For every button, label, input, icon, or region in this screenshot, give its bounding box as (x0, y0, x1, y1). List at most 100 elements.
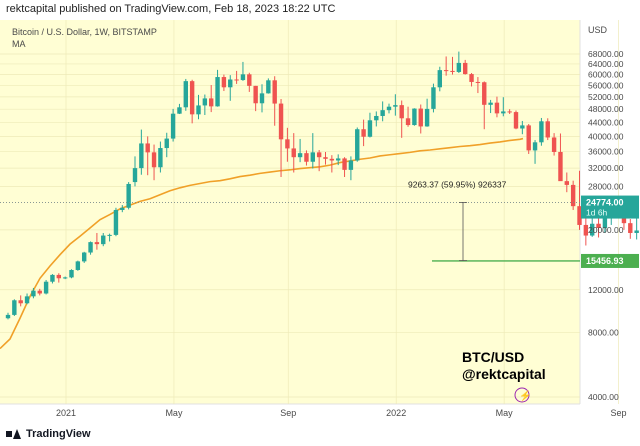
candle-body (418, 108, 423, 127)
tradingview-brand: TradingView (26, 428, 91, 440)
candle-body (107, 234, 112, 236)
candle-body (139, 143, 144, 169)
candle-body (24, 296, 30, 304)
candle-body (463, 62, 468, 75)
candle-body (209, 98, 214, 107)
y-tick-label: 68000.00 (588, 49, 624, 59)
candle-body (342, 158, 347, 170)
y-tick-label: 40000.00 (588, 131, 624, 141)
x-tick-label: May (165, 408, 183, 418)
footer (0, 425, 640, 446)
time-axis-background (0, 404, 640, 425)
candle-body (405, 118, 411, 126)
candle-body (570, 184, 576, 207)
chart-title: Bitcoin / U.S. Dollar, 1W, BITSTAMP (12, 27, 157, 37)
candle-body (31, 290, 36, 297)
candle-body (316, 152, 322, 158)
tradingview-logo[interactable]: TradingView (6, 428, 91, 440)
x-tick-label: Sep (610, 408, 626, 418)
candle-body (18, 300, 23, 304)
candle-body (228, 79, 233, 88)
y-tick-label: 64000.00 (588, 59, 624, 69)
candle-body (69, 269, 74, 278)
candle-body (240, 74, 246, 81)
y-tick-label: 20000.00 (588, 225, 624, 235)
candle-body (469, 74, 474, 82)
candle-body (202, 98, 208, 106)
candle-body (564, 181, 569, 185)
candle-body (132, 168, 138, 183)
candle-body (494, 102, 500, 114)
candle-body (558, 151, 563, 182)
candle-body (177, 107, 182, 114)
indicator-label: MA (12, 39, 26, 49)
candle-body (94, 242, 100, 245)
candle-body (399, 105, 404, 119)
candle-body (329, 158, 335, 161)
candle-body (285, 139, 290, 149)
overlay-pair-label: BTC/USD (462, 349, 524, 365)
candle-body (424, 108, 430, 127)
candle-body (475, 81, 481, 83)
candle-body (488, 102, 493, 105)
candle-body (247, 74, 252, 86)
candle-body (482, 82, 487, 105)
x-tick-label: May (496, 408, 514, 418)
candle-body (412, 108, 417, 126)
candle-body (266, 80, 271, 94)
candle-body (386, 106, 392, 111)
currency-label: USD (588, 25, 608, 35)
candle-body (234, 79, 239, 81)
tradingview-icon (6, 429, 22, 439)
candle-body (513, 112, 519, 129)
candle-body (507, 111, 512, 113)
y-tick-label: 36000.00 (588, 147, 624, 157)
support-tag (581, 253, 639, 268)
candle-body (189, 81, 195, 115)
time-axis[interactable]: 2021MaySep2022MaySep2023May (56, 408, 640, 418)
candle-body (323, 157, 328, 159)
candle-body (101, 235, 106, 245)
candle-body (272, 80, 277, 104)
candle-body (361, 129, 366, 137)
candle-body (221, 77, 227, 88)
candle-body (259, 93, 265, 104)
grid (0, 20, 619, 404)
candle-body (634, 230, 639, 233)
candle-body (501, 111, 506, 114)
candle-body (37, 290, 42, 294)
candle-body (12, 300, 17, 315)
candle-body (310, 152, 315, 162)
candle-body (145, 143, 150, 153)
moving-average (0, 137, 524, 350)
candle-body (532, 142, 538, 151)
x-tick-label: 2022 (386, 408, 406, 418)
measure-label: 9263.37 (59.95%) 926337 (408, 179, 507, 189)
candle-body (551, 137, 557, 152)
candle-body (62, 277, 68, 279)
candle-body (170, 113, 176, 139)
candle-body (291, 148, 296, 158)
y-tick-label: 28000.00 (588, 181, 624, 191)
candle-body (520, 125, 525, 129)
candle-body (158, 148, 163, 168)
y-tick-label: 4000.00 (588, 392, 619, 402)
y-tick-label: 60000.00 (588, 69, 624, 79)
lightning-glyph: ⚡ (519, 389, 531, 402)
x-tick-label: Sep (280, 408, 296, 418)
candle-body (450, 70, 455, 72)
candle-body (443, 70, 449, 72)
price-chart[interactable]: 9263.37 (59.95%) 926337 BTC/USD@rektcapit… (0, 20, 640, 425)
publish-info: rektcapital published on TradingView.com… (6, 3, 336, 15)
candle-body (113, 209, 119, 235)
candle-body (5, 314, 11, 319)
candle-body (215, 77, 220, 107)
candle-body (583, 224, 589, 236)
candle-body (437, 70, 442, 88)
candle-body (151, 152, 157, 168)
candle-body (628, 223, 633, 233)
candle-body (297, 153, 303, 158)
candle-body (431, 87, 436, 109)
candle-body (590, 223, 595, 236)
